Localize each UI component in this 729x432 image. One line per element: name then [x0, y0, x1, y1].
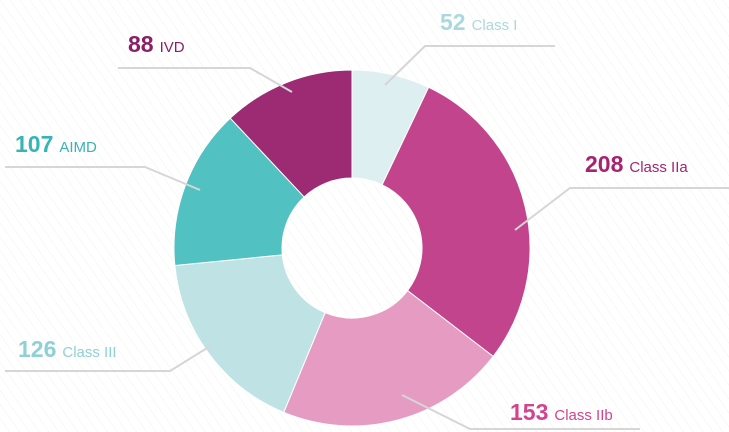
value-label: 107: [15, 131, 53, 157]
slice-label: 107 AIMD: [15, 131, 97, 157]
leader-line: [118, 67, 293, 93]
slice-label: 208 Class IIa: [585, 151, 688, 177]
value-label: 208: [585, 151, 624, 177]
slice: [283, 289, 494, 427]
category-label: Class III: [62, 344, 116, 361]
slice: [173, 117, 305, 267]
slice-label: 52 Class I: [440, 9, 517, 35]
value-label: 126: [18, 336, 56, 362]
leader-line: [514, 187, 729, 231]
value-label: 88: [128, 31, 154, 57]
leader-line: [384, 45, 555, 86]
category-label: Class IIb: [554, 407, 612, 424]
slice: [174, 254, 326, 414]
category-label: IVD: [160, 39, 185, 56]
slice: [229, 69, 353, 198]
slice: [381, 86, 531, 358]
slice-label: 126 Class III: [18, 336, 117, 362]
leader-line: [5, 344, 213, 372]
leader-line: [5, 166, 201, 191]
category-label: AIMD: [59, 139, 97, 156]
donut: [173, 69, 531, 427]
labels: 52 Class I 208 Class IIa 153 Class IIb 126 Clas…: [5, 9, 729, 430]
category-label: Class IIa: [629, 159, 688, 176]
slice-label: 88 IVD: [128, 31, 185, 57]
value-label: 52: [440, 9, 466, 35]
slice-label: 153 Class IIb: [510, 399, 613, 425]
value-label: 153: [510, 399, 548, 425]
leader-line: [401, 394, 640, 430]
category-label: Class I: [472, 17, 518, 34]
